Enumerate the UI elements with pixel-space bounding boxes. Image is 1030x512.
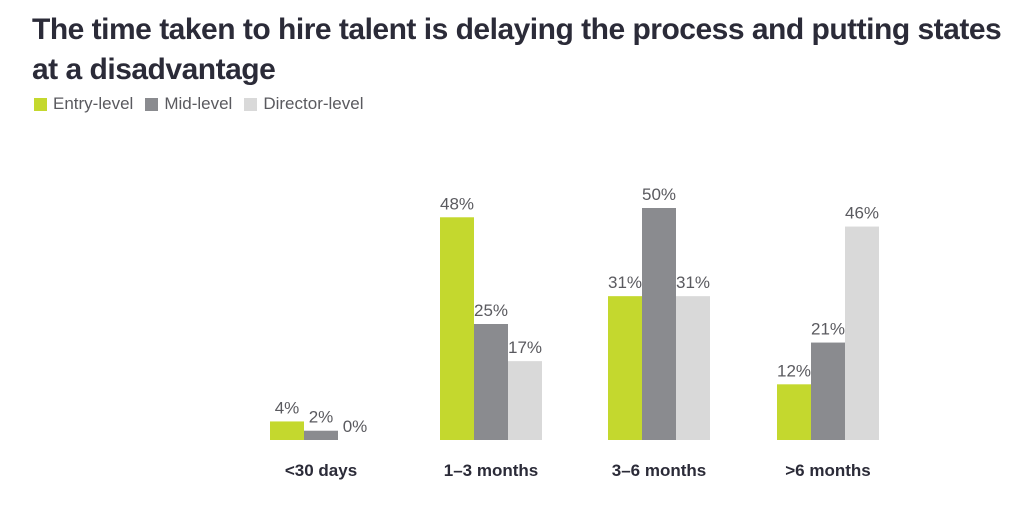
data-label: 21%: [811, 320, 845, 339]
legend-swatch-director-level: [244, 97, 258, 111]
data-label: 50%: [642, 185, 676, 204]
bar-mid-level-2: [642, 208, 676, 440]
bar-mid-level-3: [811, 342, 845, 440]
data-label: 12%: [777, 361, 811, 380]
bar-director-level-1: [508, 361, 542, 440]
chart-title: The time taken to hire talent is delayin…: [32, 13, 1002, 86]
legend-item-director-level: Director-level: [244, 94, 363, 114]
data-label: 17%: [508, 338, 542, 357]
bar-entry-level-2: [608, 296, 642, 440]
bar-entry-level-1: [440, 217, 474, 440]
legend-swatch-entry-level: [34, 97, 47, 111]
data-label: 31%: [608, 273, 642, 292]
category-label: 3–6 months: [612, 461, 706, 480]
bar-mid-level-1: [474, 324, 508, 440]
data-label: 4%: [275, 398, 300, 417]
legend-label-director-level: Director-level: [263, 94, 364, 113]
data-label: 46%: [845, 204, 879, 223]
bar-mid-level-0: [304, 430, 338, 440]
bar-director-level-2: [676, 296, 710, 440]
bar-director-level-3: [845, 226, 879, 440]
category-label: 1–3 months: [444, 461, 538, 480]
bar-entry-level-0: [270, 421, 304, 440]
legend-label-entry-level: Entry-level: [53, 94, 134, 113]
legend-item-mid-level: Mid-level: [145, 94, 232, 114]
legend-item-entry-level: Entry-level: [34, 94, 133, 114]
category-label: >6 months: [785, 461, 871, 480]
bar-entry-level-3: [777, 384, 811, 440]
data-label: 2%: [309, 408, 334, 427]
legend-swatch-mid-level: [145, 97, 159, 111]
category-label: <30 days: [285, 461, 357, 480]
data-label: 31%: [676, 273, 710, 292]
data-label: 48%: [440, 194, 474, 213]
legend: Entry-level Mid-level Director-level: [34, 94, 375, 114]
data-label: 25%: [474, 301, 508, 320]
legend-label-mid-level: Mid-level: [164, 94, 233, 113]
data-label: 0%: [343, 417, 368, 436]
